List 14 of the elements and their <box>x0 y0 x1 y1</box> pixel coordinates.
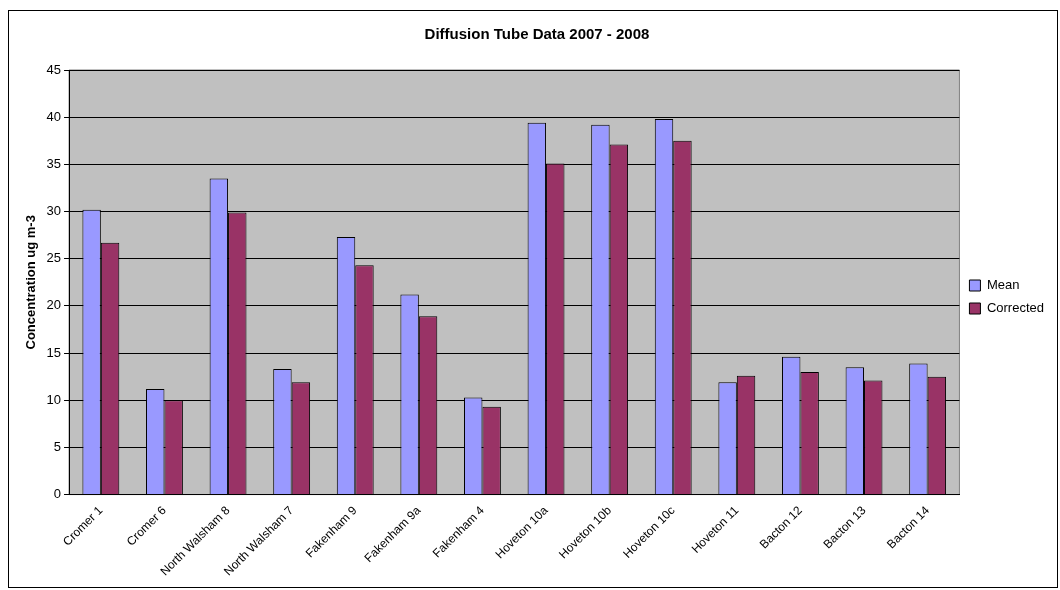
y-tick-label: 5 <box>53 438 62 454</box>
legend-label: Mean <box>986 277 1020 293</box>
y-tick-label: 15 <box>46 344 62 360</box>
y-tick-label: 0 <box>53 486 62 502</box>
chart-title: Diffusion Tube Data 2007 - 2008 <box>424 25 650 43</box>
y-tick-label: 20 <box>46 297 62 313</box>
y-tick-label: 40 <box>46 108 62 124</box>
y-tick-label: 25 <box>46 250 62 266</box>
y-tick-label: 35 <box>46 155 62 171</box>
y-axis-title: Concentration ug m-3 <box>23 215 39 350</box>
y-tick-label: 45 <box>46 61 62 77</box>
y-tick-label: 30 <box>46 203 62 219</box>
legend-label: Corrected <box>986 300 1044 316</box>
y-tick-label: 10 <box>46 391 62 407</box>
